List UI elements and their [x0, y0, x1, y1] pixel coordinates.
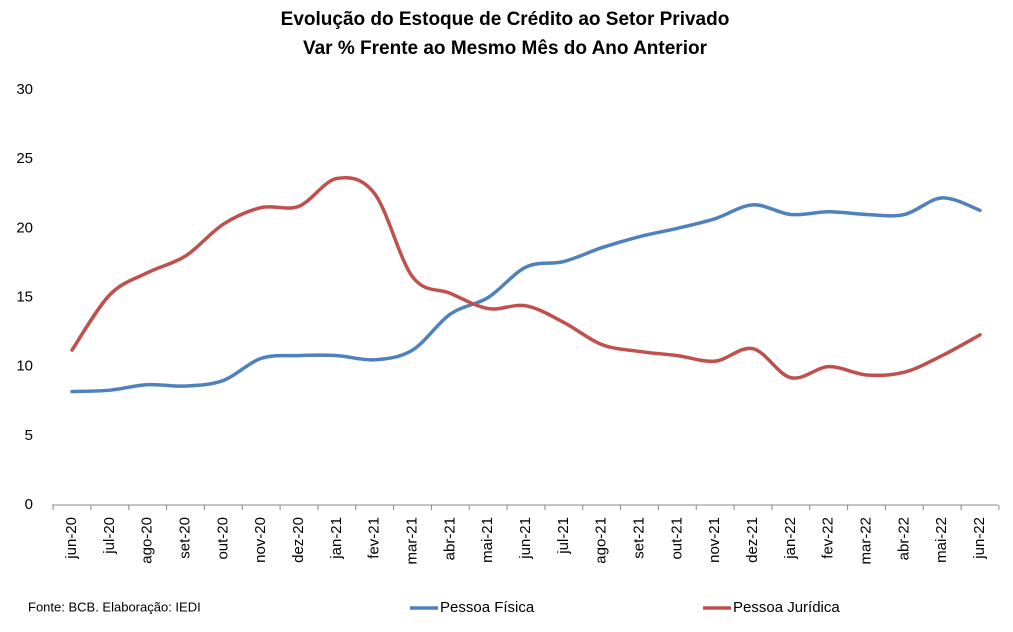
x-tick-label: mar-22 — [857, 517, 874, 565]
y-tick-label: 30 — [16, 81, 33, 98]
x-tick-label: jun-22 — [971, 517, 988, 560]
x-tick-label: nov-21 — [706, 517, 723, 563]
chart-title: Evolução do Estoque de Crédito ao Setor … — [281, 9, 730, 30]
x-tick-label: jul-21 — [555, 517, 572, 555]
legend-label: Pessoa Física — [440, 599, 535, 616]
chart-subtitle: Var % Frente ao Mesmo Mês do Ano Anterio… — [303, 38, 708, 59]
x-tick-label: jul-20 — [101, 517, 118, 555]
y-tick-label: 15 — [16, 288, 33, 305]
x-tick-label: nov-20 — [252, 517, 269, 563]
x-tick-label: mai-21 — [479, 517, 496, 563]
y-tick-label: 5 — [25, 427, 33, 444]
x-tick-label: set-21 — [630, 517, 647, 559]
y-tick-label: 10 — [16, 358, 33, 375]
x-tick-label: mai-22 — [933, 517, 950, 563]
series-line — [70, 175, 982, 380]
legend-label: Pessoa Jurídica — [733, 599, 840, 616]
x-tick-label: abr-22 — [895, 517, 912, 560]
x-tick-label: fev-22 — [820, 517, 837, 559]
x-tick-label: jun-21 — [517, 517, 534, 560]
x-tick-label: abr-21 — [441, 517, 458, 560]
x-tick-label: jan-22 — [782, 517, 799, 560]
x-tick-label: ago-21 — [593, 517, 610, 564]
source-note: Fonte: BCB. Elaboração: IEDI — [28, 599, 201, 614]
x-tick-label: out-20 — [214, 517, 231, 560]
series-line — [70, 196, 982, 394]
x-tick-label: fev-21 — [366, 517, 383, 559]
x-tick-label: dez-21 — [744, 517, 761, 563]
x-tick-label: set-20 — [176, 517, 193, 559]
x-tick-label: jan-21 — [328, 517, 345, 560]
x-tick-label: ago-20 — [139, 517, 156, 564]
x-tick-label: mar-21 — [403, 517, 420, 565]
x-tick-label: dez-20 — [290, 517, 307, 563]
y-tick-label: 0 — [25, 496, 33, 513]
x-tick-label: jun-20 — [63, 517, 80, 560]
x-tick-label: out-21 — [668, 517, 685, 560]
y-tick-label: 25 — [16, 150, 33, 167]
y-tick-label: 20 — [16, 219, 33, 236]
